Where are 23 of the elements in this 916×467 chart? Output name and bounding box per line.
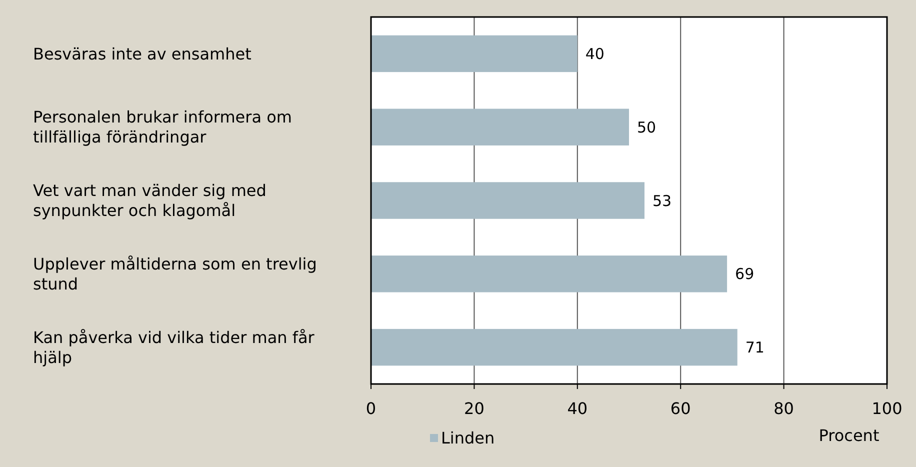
x-axis-title: Procent [818, 426, 880, 445]
y-tick-label: Upplever måltiderna som en trevlig stund [33, 254, 317, 294]
bar [371, 256, 728, 292]
x-tick-label: 80 [774, 399, 794, 418]
x-tick-label: 100 [872, 399, 902, 418]
bar [371, 328, 738, 366]
x-tick-label: 0 [366, 399, 376, 418]
x-tick-label: 40 [567, 399, 588, 418]
data-label: 40 [585, 44, 604, 63]
data-label: 69 [735, 265, 754, 284]
y-tick-label: Vet vart man vänder sig med synpunkter och klagomål [33, 181, 266, 220]
data-label: 71 [745, 338, 764, 357]
bar [371, 182, 644, 219]
legend-label: Linden [441, 428, 495, 448]
y-tick-label: Kan påverka vid vilka tider man får hjälp [33, 328, 315, 367]
data-label: 50 [637, 118, 656, 136]
x-tick-label: 20 [464, 399, 484, 418]
data-label: 53 [652, 192, 672, 210]
x-tick-label: 60 [670, 399, 691, 418]
bar [371, 35, 578, 72]
bar [371, 108, 629, 146]
y-tick-label: Besväras inte av ensamhet [33, 44, 252, 64]
y-tick-label: Personalen brukar informera om tillfälliga förändringar [33, 108, 292, 147]
